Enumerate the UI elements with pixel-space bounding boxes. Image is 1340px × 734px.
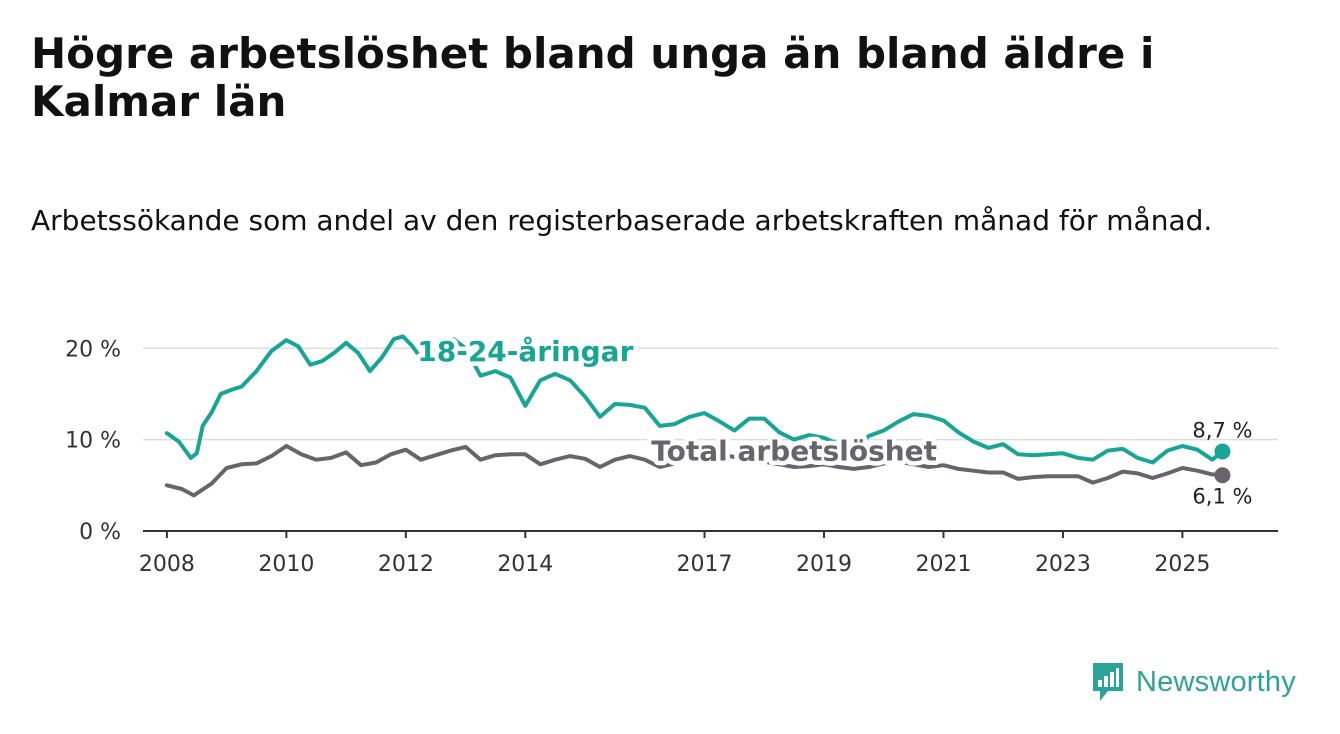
- end-point-0: [1214, 443, 1231, 460]
- y-tick-label: 10 %: [65, 429, 121, 454]
- brand-logo: Newsworthy: [1090, 660, 1296, 704]
- newsworthy-logo-icon: [1093, 663, 1123, 701]
- x-tick-label: 2019: [796, 552, 852, 577]
- x-tick-label: 2021: [915, 552, 971, 577]
- x-tick-label: 2023: [1035, 552, 1091, 577]
- x-tick-label: 2010: [258, 552, 314, 577]
- series-annotation-0: 18-24-åringar: [417, 335, 633, 368]
- x-tick-label: 2008: [139, 552, 195, 577]
- series-line-1: [164, 444, 1225, 498]
- series-line-0: [164, 334, 1225, 465]
- x-tick-label: 2014: [497, 552, 553, 577]
- x-tick-label: 2025: [1154, 552, 1210, 577]
- end-value-label: 6,1 %: [1192, 484, 1252, 508]
- end-value-label: 8,7 %: [1192, 419, 1252, 443]
- y-tick-label: 20 %: [65, 337, 121, 362]
- y-tick-label: 0 %: [79, 520, 121, 545]
- chart-subtitle: Arbetssökande som andel av den registerb…: [31, 204, 1213, 237]
- x-tick-label: 2012: [378, 552, 434, 577]
- x-tick-label: 2017: [677, 552, 733, 577]
- chart-title: Högre arbetslöshet bland unga än bland ä…: [31, 29, 1155, 126]
- series-annotation-1: Total arbetslöshet: [651, 435, 937, 468]
- end-point-1: [1214, 467, 1231, 484]
- brand-name: Newsworthy: [1136, 665, 1296, 698]
